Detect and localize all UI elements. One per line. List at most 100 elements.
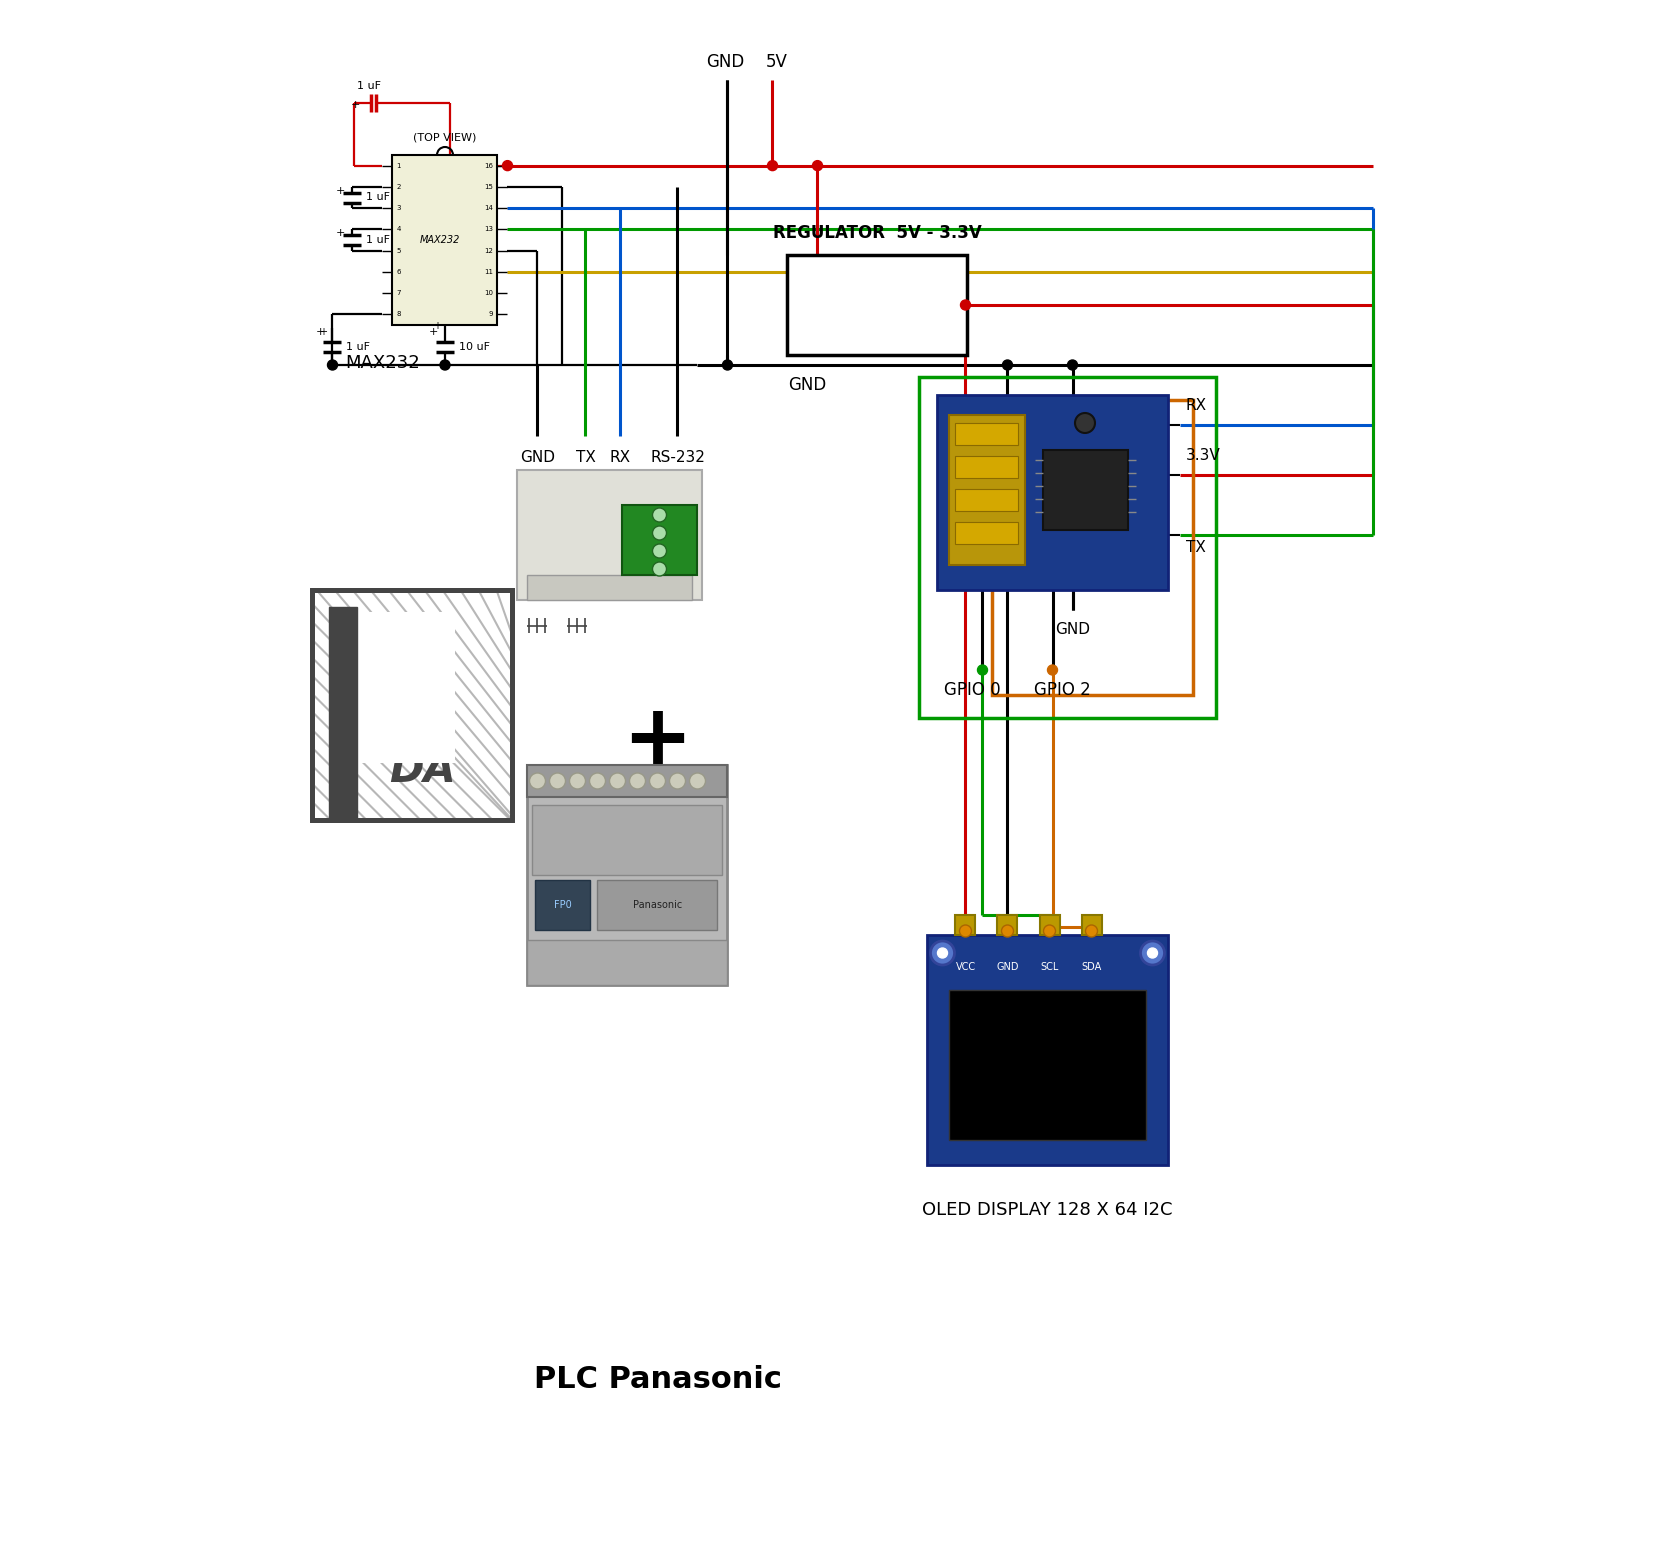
Bar [955,915,975,935]
Bar [937,394,1166,590]
Text: DA: DA [389,749,456,790]
Text: +: + [316,328,324,337]
Text: +: + [336,228,344,238]
Text: 10: 10 [484,290,493,297]
Text: 4: 4 [396,227,401,233]
Text: 3: 3 [396,205,401,211]
Bar [532,804,722,874]
Circle shape [503,160,513,171]
Text: 5V: 5V [765,53,787,71]
Circle shape [652,544,666,558]
Circle shape [1043,926,1055,936]
Text: VCC: VCC [955,961,975,972]
Bar [622,505,697,575]
Circle shape [689,773,706,789]
Circle shape [1140,941,1163,964]
Bar [329,607,358,820]
Text: GND: GND [1055,623,1090,637]
Bar [955,422,1018,446]
Circle shape [649,773,666,789]
Circle shape [937,947,947,958]
Bar [955,522,1018,544]
Text: REGULATOR  5V - 3.3V: REGULATOR 5V - 3.3V [772,224,982,242]
Text: +: + [319,328,328,337]
Circle shape [1075,413,1095,433]
Bar [518,471,702,599]
Circle shape [930,941,953,964]
Circle shape [722,360,732,370]
Bar [313,590,513,820]
Text: RX: RX [609,450,631,466]
Text: 5: 5 [396,247,401,253]
Bar [313,590,513,820]
Bar [1042,450,1127,530]
Circle shape [958,926,970,936]
Text: +: + [336,186,344,196]
Text: 11: 11 [484,269,493,275]
Text: GND: GND [519,450,554,466]
Circle shape [767,160,777,171]
Text: +: + [428,328,438,337]
Text: 14: 14 [484,205,493,211]
Bar [527,575,692,599]
Circle shape [977,665,987,676]
Bar [527,766,727,985]
Circle shape [609,773,626,789]
Text: GND: GND [995,961,1018,972]
Bar [948,989,1145,1140]
Text: 1 uF: 1 uF [358,81,381,92]
Text: +: + [433,321,441,331]
Bar [1082,915,1102,935]
Circle shape [960,300,970,311]
Text: 1 uF: 1 uF [366,235,391,245]
Text: (TOP VIEW): (TOP VIEW) [413,132,476,141]
Text: 16: 16 [484,163,493,169]
Text: 15: 15 [484,183,493,189]
Text: MAX232: MAX232 [419,235,459,245]
Circle shape [1146,947,1156,958]
Bar [992,401,1191,696]
Circle shape [1085,926,1097,936]
Bar [527,940,727,985]
Circle shape [1002,926,1013,936]
Text: SDA: SDA [1080,961,1102,972]
Circle shape [549,773,566,789]
Circle shape [439,360,449,370]
Circle shape [652,526,666,540]
Bar [1038,915,1058,935]
Text: RS-232: RS-232 [649,450,704,466]
Circle shape [1047,665,1057,676]
Text: GND: GND [787,376,825,394]
Text: SCL: SCL [1040,961,1058,972]
Text: 2: 2 [396,183,401,189]
Text: 10 uF: 10 uF [459,342,489,351]
Text: GPIO 0: GPIO 0 [943,682,1000,699]
Text: GND: GND [706,53,744,71]
Text: 1 uF: 1 uF [366,193,391,202]
Bar [997,915,1017,935]
Circle shape [1067,360,1077,370]
Text: 7: 7 [396,290,401,297]
Bar [597,881,717,930]
Text: RX: RX [1185,398,1206,413]
Text: Panasonic: Panasonic [632,901,682,910]
Text: 6: 6 [396,269,401,275]
Bar [955,457,1018,478]
Bar [955,489,1018,511]
Text: TX: TX [1185,539,1205,554]
Bar [787,255,967,356]
Circle shape [569,773,586,789]
Text: FP0: FP0 [554,901,571,910]
Circle shape [652,562,666,576]
Bar [527,766,727,797]
Circle shape [529,773,546,789]
Text: 9: 9 [489,311,493,317]
Text: 3.3V: 3.3V [1185,447,1220,463]
Circle shape [652,508,666,522]
Text: 13: 13 [484,227,493,233]
Circle shape [328,360,338,370]
Bar [536,881,591,930]
Circle shape [629,773,646,789]
Text: OLED DISPLAY 128 X 64 I2C: OLED DISPLAY 128 X 64 I2C [922,1200,1171,1219]
Bar [334,612,456,763]
